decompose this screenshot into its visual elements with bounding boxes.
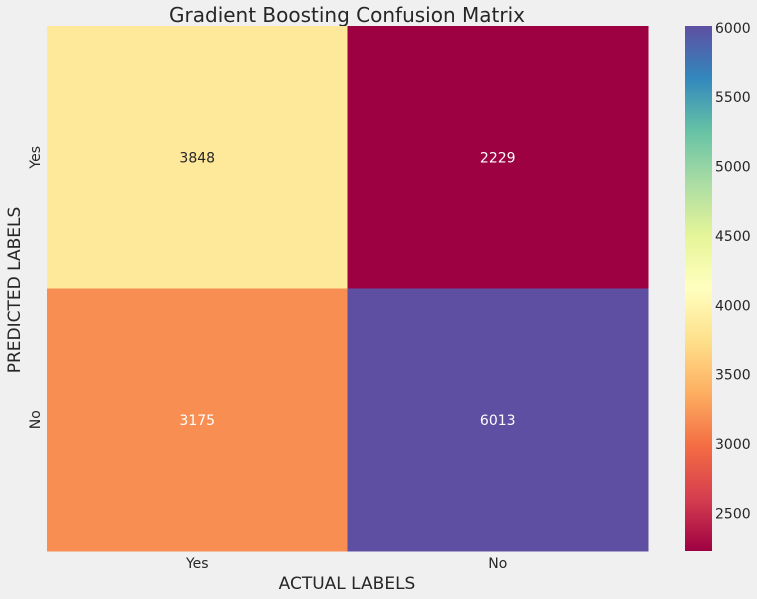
colorbar-tick-labels: 2500 3000 3500 4000 4500 5000 5500 6000 xyxy=(715,21,751,523)
y-tick-label: No xyxy=(28,410,44,429)
x-axis-tick-labels: Yes No xyxy=(185,556,507,572)
x-tick-label: No xyxy=(488,556,507,572)
heatmap-cell-labels: 3848 2229 3175 6013 xyxy=(179,150,515,429)
colorbar-tick-label: 6000 xyxy=(715,21,751,37)
cell-value-label: 6013 xyxy=(480,413,516,429)
x-axis-label: ACTUAL LABELS xyxy=(279,574,416,594)
cell-value-label: 2229 xyxy=(480,150,516,166)
colorbar-tick-label: 2500 xyxy=(715,506,751,522)
colorbar-tick-label: 5500 xyxy=(715,90,751,106)
colorbar-tick-label: 4500 xyxy=(715,229,751,245)
cell-value-label: 3175 xyxy=(179,413,215,429)
colorbar-tick-label: 3500 xyxy=(715,368,751,384)
colorbar-tick-label: 4000 xyxy=(715,298,751,314)
y-axis-tick-labels: Yes No xyxy=(28,146,44,429)
chart-title: Gradient Boosting Confusion Matrix xyxy=(169,3,525,27)
heatmap-cell xyxy=(347,288,649,552)
heatmap-cells xyxy=(47,26,649,552)
x-tick-label: Yes xyxy=(185,556,209,572)
heatmap-cell xyxy=(47,288,348,552)
colorbar-tick-label: 5000 xyxy=(715,160,751,176)
heatmap-cell xyxy=(47,26,348,289)
colorbar xyxy=(685,26,712,551)
y-tick-label: Yes xyxy=(28,146,44,170)
heatmap-cell xyxy=(347,26,649,289)
colorbar-tick-label: 3000 xyxy=(715,437,751,453)
cell-value-label: 3848 xyxy=(179,150,215,166)
y-axis-label: PREDICTED LABELS xyxy=(5,207,25,374)
